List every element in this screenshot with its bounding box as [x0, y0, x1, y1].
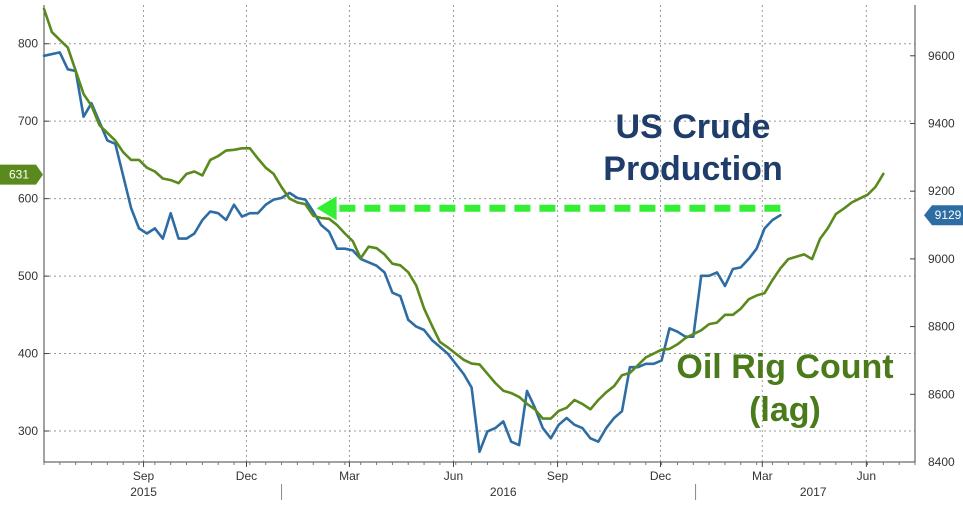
x-tick-label: Jun	[444, 469, 463, 483]
left-value-badge-label: 631	[9, 168, 29, 182]
x-tick-label: Jun	[857, 469, 876, 483]
series-line-oil-rig-count	[42, 7, 885, 420]
x-year-label: 2017	[800, 485, 827, 499]
annotation-rig-count-line1: Oil Rig Count	[676, 348, 893, 386]
x-year-label: 2016	[490, 485, 517, 499]
left-tick-label: 500	[18, 269, 38, 283]
x-tick-label: Sep	[547, 469, 569, 483]
axes: 300 400 500 600 700 800 8400 8600 8800 9000 9200 94…	[18, 5, 963, 500]
left-tick-label: 700	[18, 114, 38, 128]
x-tick-label: Mar	[752, 469, 773, 483]
right-value-badge	[924, 205, 963, 226]
left-value-badge	[0, 164, 43, 185]
right-tick-label: 8600	[928, 387, 955, 401]
right-tick-label: 9200	[928, 184, 955, 198]
x-tick-label: Dec	[650, 469, 671, 483]
x-tick-label: Mar	[339, 469, 360, 483]
arrow-head	[316, 196, 337, 221]
x-tick-label: Dec	[236, 469, 257, 483]
gridlines	[44, 5, 915, 462]
left-tick-label: 800	[18, 37, 38, 51]
value-badges: 631 9129	[0, 164, 963, 226]
arrow-annotation	[316, 196, 781, 221]
series-line-us-crude-production	[42, 51, 782, 454]
right-value-badge-label: 9129	[935, 208, 962, 222]
right-tick-label: 9000	[928, 252, 955, 266]
annotation-us-crude-line2: Production	[603, 150, 782, 188]
text-annotations: US Crude Production Oil Rig Count (lag)	[603, 108, 893, 429]
x-year-label: 2015	[130, 485, 157, 499]
right-tick-label: 9600	[928, 49, 955, 63]
left-tick-label: 400	[18, 347, 38, 361]
right-tick-label-partial: 9000	[960, 229, 963, 256]
left-tick-label: 600	[18, 192, 38, 206]
annotation-us-crude-line1: US Crude	[616, 108, 771, 146]
right-tick-label: 8800	[928, 320, 955, 334]
annotation-rig-count-line2: (lag)	[749, 391, 821, 429]
x-tick-label: Sep	[133, 469, 155, 483]
series-lines	[42, 7, 885, 454]
right-tick-label: 9400	[928, 116, 955, 130]
right-tick-label: 8400	[928, 455, 955, 469]
left-tick-label: 300	[18, 424, 38, 438]
